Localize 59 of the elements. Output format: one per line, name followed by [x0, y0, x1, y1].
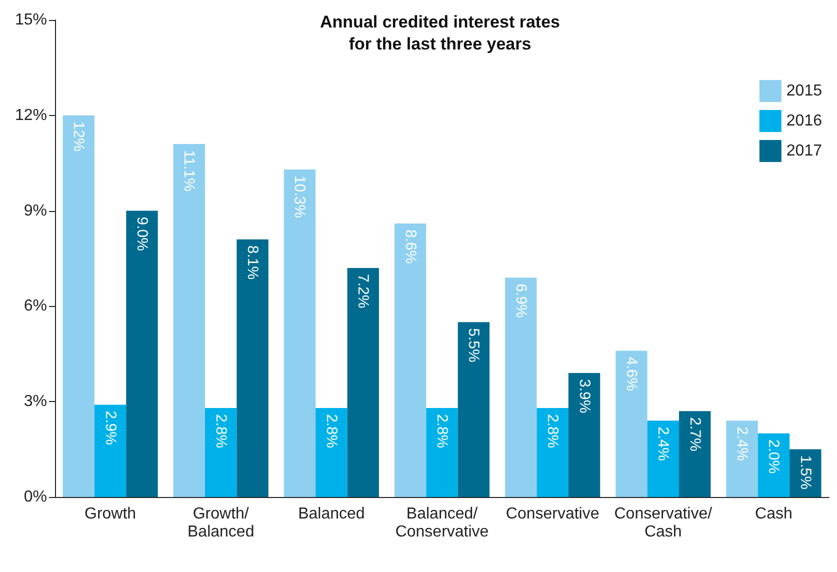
bar — [62, 115, 94, 497]
data-label: 2.8% — [212, 414, 230, 448]
bar — [790, 449, 822, 497]
data-label: 8.6% — [402, 230, 419, 264]
x-tick-label: Growth/ Balanced — [188, 506, 254, 540]
data-label: 2.8% — [544, 414, 562, 448]
bar — [173, 144, 206, 497]
x-tick-label: Growth — [84, 506, 136, 522]
bar — [94, 404, 126, 497]
bar — [205, 408, 237, 497]
y-tick-label: 15% — [14, 12, 47, 28]
data-label: 2.8% — [434, 414, 450, 448]
data-label: 6.9% — [512, 284, 530, 318]
bar — [726, 420, 758, 497]
chart-title: Annual credited interest rates for the last three years — [320, 12, 560, 54]
bar — [568, 372, 600, 497]
x-tick-label: Balanced/ Conservative — [395, 506, 489, 540]
data-label: 2.7% — [686, 417, 704, 452]
data-label: 11.1% — [180, 150, 198, 192]
y-tick-label: 12% — [14, 106, 47, 124]
data-label: 2.9% — [102, 410, 119, 445]
data-label: 2.4% — [654, 426, 672, 461]
bar — [758, 433, 790, 497]
bar — [347, 268, 379, 497]
bar — [458, 322, 490, 497]
bar — [678, 411, 711, 497]
bar — [536, 408, 568, 497]
bar — [394, 224, 426, 497]
legend-label: 2016 — [786, 112, 822, 130]
bar — [126, 210, 158, 497]
legend-label: 2015 — [786, 82, 822, 100]
data-label: 7.2% — [354, 274, 372, 308]
y-tick-label: 6% — [24, 298, 47, 315]
data-label: 4.6% — [622, 356, 640, 391]
data-label: 2.8% — [322, 414, 340, 448]
legend-label: 2017 — [786, 142, 822, 160]
x-tick-label: Balanced — [298, 506, 365, 522]
data-label: 12% — [70, 121, 88, 152]
bar — [647, 420, 679, 497]
data-label: 8.1% — [244, 245, 262, 280]
x-tick-label: Cash — [755, 506, 792, 522]
y-tick-label: 0% — [24, 488, 47, 506]
data-label: 2.4% — [734, 426, 751, 461]
data-label: 5.5% — [465, 328, 482, 362]
x-tick-label: Conservative — [506, 506, 600, 522]
bar — [426, 408, 458, 497]
bar — [505, 278, 537, 497]
y-tick-label: 9% — [24, 202, 47, 220]
data-label: 1.5% — [796, 455, 814, 490]
bar — [616, 350, 648, 497]
data-label: 10.3% — [291, 175, 308, 218]
y-tick-label: 3% — [24, 393, 47, 410]
bar — [284, 169, 316, 497]
data-label: 2.0% — [765, 439, 782, 474]
bar — [316, 408, 348, 497]
data-label: 3.9% — [576, 378, 593, 414]
x-tick-label: Conservative/ Cash — [614, 506, 713, 540]
data-label: 9.0% — [133, 216, 150, 252]
bar — [236, 239, 268, 497]
